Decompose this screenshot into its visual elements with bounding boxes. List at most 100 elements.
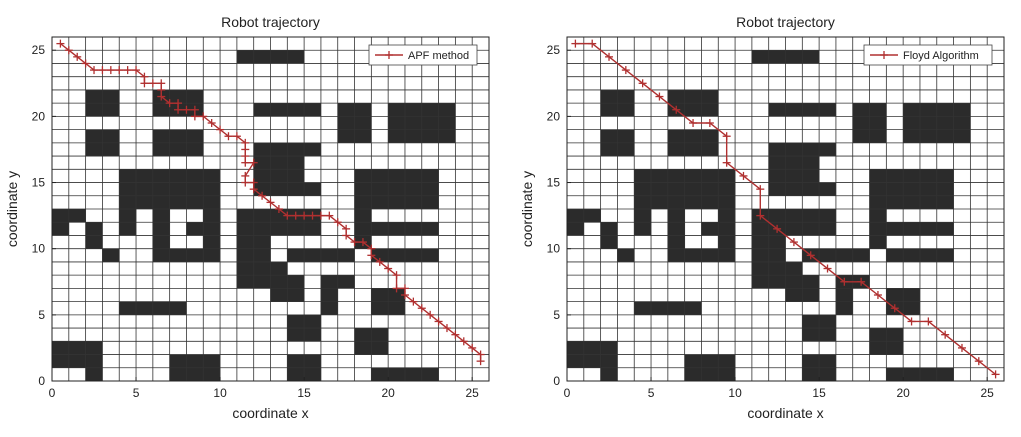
series-line [575, 42, 997, 375]
obstacle-cell [701, 222, 719, 236]
series-point [241, 158, 250, 167]
series-point [106, 66, 115, 75]
plot-frame [51, 36, 490, 382]
series-point [283, 211, 292, 220]
series-point [258, 191, 267, 200]
plot-frame [566, 36, 1005, 382]
series-point [621, 66, 630, 75]
series-point [157, 92, 166, 101]
series-point [232, 132, 241, 141]
series-point [459, 337, 468, 346]
obstacle-cell [600, 341, 618, 381]
series-point [806, 251, 815, 260]
series-point [249, 158, 258, 167]
series-point [249, 185, 258, 194]
series-point [409, 297, 418, 306]
chart-panel-1: 0 5 10 15 20 25 0 5 10 15 20 25 Robot trajectory coor… [4, 14, 490, 421]
obstacle-cell [102, 248, 120, 262]
series-point [417, 304, 426, 313]
series-point [605, 52, 614, 61]
obstacle-cell [583, 209, 601, 223]
legend-label: APF method [408, 50, 469, 62]
y-tick-label: 25 [32, 43, 46, 57]
series-point [722, 158, 731, 167]
series-point [174, 105, 183, 114]
series-point [991, 370, 1000, 379]
x-tick-label: 15 [812, 386, 826, 400]
obstacle-cell [186, 222, 204, 236]
grid-group [51, 36, 490, 382]
series-point [300, 211, 309, 220]
series-point [434, 317, 443, 326]
obstacle-cell [667, 209, 685, 249]
series-point [739, 171, 748, 180]
grid-group [566, 36, 1005, 382]
series-point [358, 238, 367, 247]
chart-title: Robot trajectory [221, 14, 320, 30]
y-tick-label: 0 [553, 374, 560, 388]
series-point [689, 119, 698, 127]
series-point [672, 105, 681, 114]
series-point [73, 52, 82, 61]
series-point [56, 39, 65, 48]
series-point [266, 198, 275, 207]
series-point [722, 132, 731, 141]
series-point [308, 211, 317, 220]
series-point [756, 211, 765, 220]
series-point [241, 178, 250, 187]
x-axis-label: coordinate x [747, 405, 823, 421]
series-point [840, 277, 849, 286]
obstacle-cell [85, 341, 103, 381]
legend-box [368, 44, 478, 66]
y-tick-label: 15 [32, 176, 46, 190]
series-point [392, 271, 401, 280]
series-point [199, 112, 208, 121]
series-point [190, 112, 199, 121]
x-tick-label: 0 [49, 386, 56, 400]
chart-title: Robot trajectory [736, 14, 835, 30]
series-point [442, 324, 451, 333]
series-point [974, 357, 983, 366]
obstacle-cell [354, 209, 372, 249]
series-point [890, 304, 899, 313]
series-point [98, 66, 107, 75]
y-tick-label: 5 [553, 308, 560, 322]
y-tick-label: 20 [32, 109, 46, 123]
legend-box [863, 44, 993, 66]
series-point [756, 185, 765, 194]
series-point [207, 119, 216, 127]
series-point [426, 310, 435, 319]
series-point [81, 59, 90, 68]
series-point [823, 264, 832, 273]
x-tick-label: 0 [564, 386, 571, 400]
legend-label: Floyd Algorithm [903, 50, 979, 62]
series-point [216, 125, 225, 134]
x-tick-label: 20 [896, 386, 910, 400]
x-tick-label: 15 [297, 386, 311, 400]
series-point [392, 284, 401, 293]
y-tick-label: 10 [547, 242, 561, 256]
legend: Floyd Algorithm [863, 44, 993, 66]
x-tick-label: 25 [981, 386, 995, 400]
series-point [123, 66, 132, 75]
x-tick-label: 10 [728, 386, 742, 400]
series-point [367, 251, 376, 260]
y-axis-label: coordinate y [4, 171, 20, 247]
series-point [90, 66, 99, 75]
series-point [907, 317, 916, 326]
series-point [400, 291, 409, 299]
y-axis-label: coordinate y [519, 171, 535, 247]
series-point [64, 46, 73, 55]
series-point [140, 79, 149, 88]
series-point [350, 238, 359, 247]
obstacle-cell [203, 209, 221, 249]
series-point [375, 257, 384, 266]
series-point [342, 231, 351, 240]
obstacle-cell [617, 248, 635, 262]
y-tick-label: 15 [547, 176, 561, 190]
series-point [333, 218, 342, 227]
y-tick-label: 5 [38, 308, 45, 322]
series-point [638, 79, 647, 88]
